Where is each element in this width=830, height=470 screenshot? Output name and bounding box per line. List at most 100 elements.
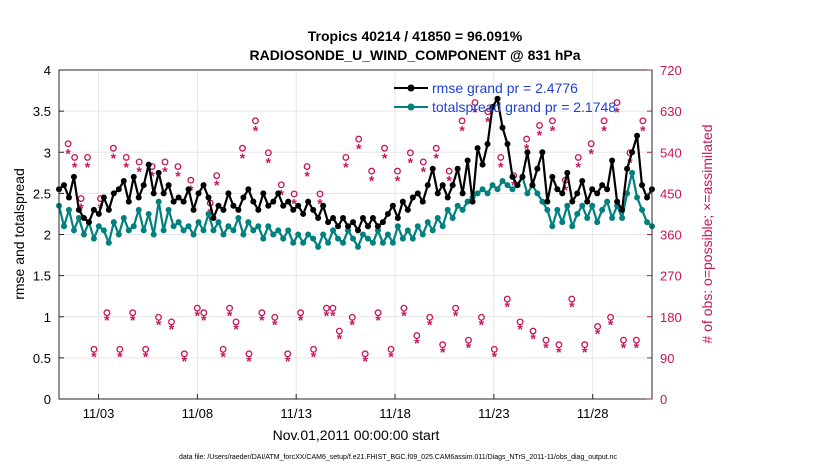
totalspread-point bbox=[70, 227, 77, 234]
totalspread-point bbox=[369, 239, 376, 246]
obs-assimilated-marker: * bbox=[395, 173, 401, 189]
obs-assimilated-marker: * bbox=[375, 312, 381, 328]
obs-assimilated-marker: * bbox=[382, 150, 388, 166]
obs-possible-marker bbox=[213, 172, 221, 180]
rmse-point bbox=[604, 186, 611, 193]
rmse-point bbox=[359, 215, 366, 222]
obs-assimilated-marker: * bbox=[130, 312, 136, 328]
obs-assimilated-marker: * bbox=[569, 298, 575, 314]
obs-assimilated-marker: * bbox=[401, 307, 407, 323]
totalspread-point bbox=[125, 227, 132, 234]
totalspread-point bbox=[609, 215, 616, 222]
rmse-point bbox=[639, 182, 646, 189]
totalspread-point bbox=[454, 202, 461, 209]
obs-possible-marker bbox=[355, 135, 363, 143]
legend-rmse-label: rmse grand pr = 2.4776 bbox=[432, 80, 578, 96]
rmse-point bbox=[195, 190, 202, 197]
rmse-point bbox=[584, 198, 591, 205]
obs-possible-marker bbox=[303, 163, 311, 170]
obs-possible-marker bbox=[103, 309, 111, 317]
obs-assimilated-marker: * bbox=[72, 159, 78, 175]
x-tick-label: 11/03 bbox=[83, 406, 115, 421]
y-tick-label-left: 0.5 bbox=[33, 351, 51, 366]
obs-assimilated-marker: * bbox=[195, 307, 201, 323]
rmse-point bbox=[549, 173, 556, 180]
obs-possible-marker bbox=[529, 327, 537, 335]
y-tick-label-right: 540 bbox=[660, 145, 682, 160]
rmse-point bbox=[250, 198, 257, 205]
rmse-point bbox=[519, 173, 526, 180]
rmse-point bbox=[75, 206, 82, 213]
obs-assimilated-marker: * bbox=[588, 145, 594, 161]
rmse-point bbox=[439, 182, 446, 189]
rmse-point bbox=[110, 190, 117, 197]
obs-assimilated-marker: * bbox=[414, 335, 420, 351]
rmse-point bbox=[265, 202, 272, 209]
obs-assimilated-marker: * bbox=[324, 307, 330, 323]
obs-possible-marker bbox=[342, 153, 350, 161]
rmse-point bbox=[594, 190, 601, 197]
obs-possible-marker bbox=[477, 313, 485, 321]
axes: 0 0.5 1 1.5 2 2.5 3 3.5 4 0 90 180 270 360 450 540 630 72… bbox=[33, 63, 682, 421]
totalspread-point bbox=[235, 215, 242, 222]
obs-possible-marker bbox=[503, 295, 511, 303]
obs-assimilated-marker: * bbox=[266, 154, 272, 170]
totalspread-point bbox=[504, 182, 511, 189]
totalspread-point bbox=[599, 206, 606, 213]
obs-assimilated-marker: * bbox=[440, 344, 446, 360]
obs-possible-marker bbox=[348, 313, 356, 321]
obs-assimilated-marker: * bbox=[479, 317, 485, 333]
rmse-point bbox=[335, 223, 342, 230]
obs-assimilated-marker: * bbox=[466, 339, 472, 355]
obs-possible-marker bbox=[174, 163, 182, 170]
totalspread-point bbox=[509, 186, 516, 193]
totalspread-point bbox=[105, 239, 112, 246]
totalspread-point bbox=[230, 227, 237, 234]
obs-assimilated-marker: * bbox=[136, 164, 142, 180]
obs-assimilated-marker: * bbox=[298, 312, 304, 328]
obs-possible-marker bbox=[445, 167, 453, 175]
rmse-point bbox=[300, 210, 307, 217]
chart-marks: * * * * * * * * * * * * * * * * * * * * * * * * * * * * * * * * * * * * * * * *… bbox=[56, 95, 655, 369]
obs-possible-marker bbox=[116, 345, 124, 353]
totalspread-point bbox=[364, 235, 371, 242]
obs-assimilated-marker: * bbox=[111, 150, 117, 166]
obs-possible-marker bbox=[258, 309, 266, 317]
obs-possible-marker bbox=[219, 345, 227, 353]
totalspread-point bbox=[359, 231, 366, 238]
totalspread-point bbox=[499, 178, 506, 185]
rmse-point bbox=[245, 186, 252, 193]
rmse-point bbox=[210, 215, 217, 222]
obs-assimilated-marker: * bbox=[311, 349, 317, 365]
totalspread-point bbox=[315, 243, 322, 250]
rmse-point bbox=[285, 198, 292, 205]
legend-spread-marker bbox=[407, 103, 415, 111]
rmse-point bbox=[310, 206, 317, 213]
y-tick-label-left: 3.5 bbox=[33, 104, 51, 119]
obs-possible-marker bbox=[239, 144, 246, 152]
totalspread-point bbox=[145, 210, 152, 217]
totalspread-point bbox=[335, 235, 342, 242]
obs-possible-marker bbox=[335, 327, 343, 335]
obs-possible-marker bbox=[542, 336, 550, 344]
rmse-point bbox=[509, 173, 516, 180]
rmse-point bbox=[160, 190, 167, 197]
obs-assimilated-marker: * bbox=[175, 168, 181, 184]
rmse-point bbox=[479, 161, 486, 168]
rmse-point bbox=[175, 194, 182, 201]
obs-possible-marker bbox=[419, 158, 427, 166]
rmse-point bbox=[270, 198, 277, 205]
totalspread-point bbox=[90, 235, 97, 242]
obs-assimilated-marker: * bbox=[149, 168, 155, 184]
obs-assimilated-marker: * bbox=[246, 353, 252, 369]
obs-possible-marker bbox=[600, 117, 608, 125]
obs-possible-marker bbox=[142, 345, 150, 353]
totalspread-point bbox=[165, 206, 172, 213]
obs-possible-marker bbox=[516, 318, 524, 326]
obs-possible-marker bbox=[361, 350, 369, 358]
obs-assimilated-marker: * bbox=[233, 321, 239, 337]
obs-possible-marker bbox=[329, 304, 337, 312]
totalspread-point bbox=[245, 219, 252, 226]
rmse-point bbox=[504, 141, 511, 148]
